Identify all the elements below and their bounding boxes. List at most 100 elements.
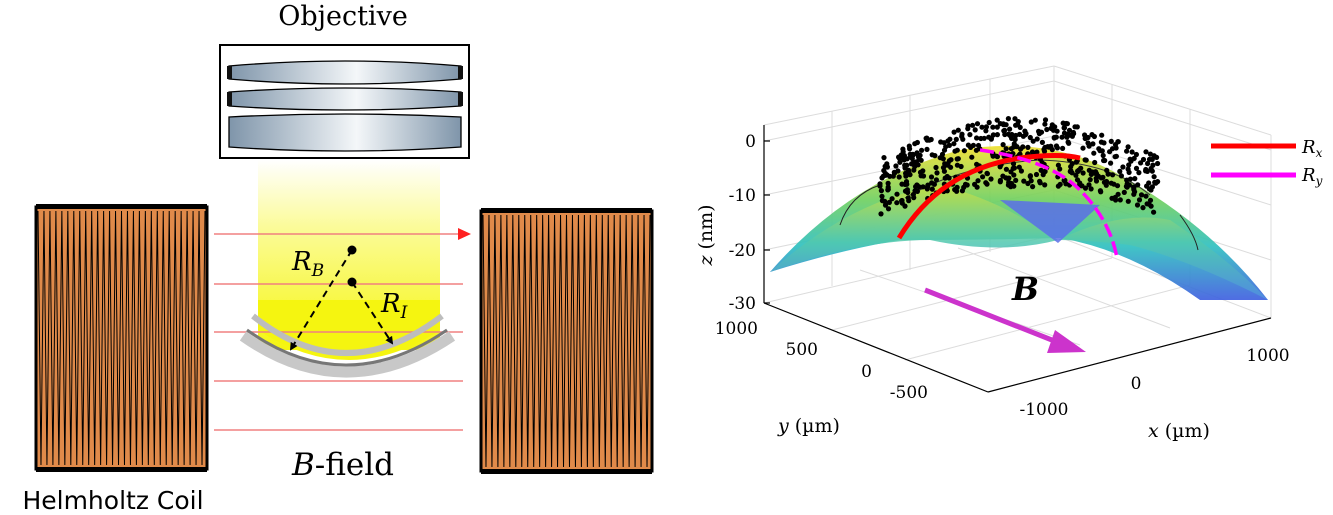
data-point: [1006, 179, 1012, 185]
data-point: [881, 167, 887, 174]
data-point: [911, 159, 917, 165]
data-point: [886, 199, 893, 205]
data-point: [897, 159, 903, 165]
b-direction-arrow: [924, 287, 1063, 347]
data-point: [1087, 177, 1093, 183]
data-point: [961, 148, 968, 154]
data-point: [894, 200, 900, 206]
data-point: [1008, 146, 1015, 152]
data-point: [1121, 189, 1127, 195]
data-point: [965, 126, 971, 132]
data-point: [970, 122, 976, 128]
data-point: [994, 117, 1000, 123]
data-point: [1020, 144, 1026, 150]
data-point: [938, 139, 944, 145]
data-point: [1028, 119, 1034, 125]
data-point: [1147, 197, 1154, 203]
data-point: [899, 198, 905, 204]
surface-front: [770, 185, 1268, 300]
data-point: [1123, 183, 1129, 189]
data-point: [1005, 116, 1012, 122]
data-point: [1090, 141, 1096, 147]
data-point: [1133, 165, 1140, 171]
data-point: [983, 180, 989, 186]
data-point: [902, 181, 908, 187]
data-point: [1027, 173, 1033, 180]
data-point: [1091, 150, 1097, 156]
data-point: [1041, 148, 1048, 154]
data-point: [986, 119, 992, 126]
data-point: [1042, 168, 1048, 175]
data-point: [1140, 156, 1147, 163]
data-point: [1025, 180, 1031, 187]
data-point: [898, 152, 904, 158]
data-point: [1138, 192, 1145, 198]
data-point: [1042, 182, 1048, 188]
data-point: [924, 146, 930, 152]
center-point-i: [347, 277, 357, 287]
data-point: [997, 121, 1004, 127]
field-arrow-head: [458, 228, 471, 240]
data-point: [1115, 191, 1121, 197]
data-point: [1030, 138, 1036, 144]
center-point-b: [347, 245, 357, 255]
data-point: [939, 151, 946, 157]
z-tick: -20: [729, 241, 756, 261]
data-point: [942, 161, 948, 167]
y-axis-ticks: 1000 500 0 -500: [715, 319, 928, 403]
data-point: [1009, 135, 1015, 141]
data-point: [1057, 166, 1063, 172]
b-field-label: B-field: [291, 447, 394, 483]
data-point: [1099, 132, 1105, 138]
data-point: [1039, 139, 1045, 145]
data-point: [1017, 124, 1023, 130]
data-point: [914, 188, 921, 194]
radius-arrows: [289, 249, 394, 351]
data-point: [1136, 197, 1143, 203]
data-point: [1132, 176, 1138, 182]
data-point: [882, 172, 889, 178]
data-point: [1003, 146, 1009, 152]
data-point: [881, 155, 887, 161]
data-point: [885, 187, 891, 193]
data-point: [953, 136, 959, 142]
b-field-symbol: B: [1011, 270, 1039, 308]
data-point: [1115, 139, 1121, 145]
data-point: [1100, 152, 1106, 159]
data-point: [943, 144, 949, 150]
data-point: [929, 180, 935, 186]
data-point: [1020, 133, 1026, 139]
data-point: [907, 146, 913, 152]
data-point: [928, 174, 935, 180]
data-point: [1013, 122, 1019, 128]
surface-contour: [839, 184, 881, 226]
radius-b-label: RB: [291, 247, 324, 281]
data-point: [954, 156, 960, 162]
data-point: [1125, 198, 1131, 204]
data-point: [1060, 145, 1066, 151]
data-point: [1076, 167, 1082, 173]
data-point: [994, 132, 1001, 138]
data-point: [1099, 148, 1105, 154]
data-point: [1080, 170, 1086, 176]
data-point: [1086, 182, 1092, 188]
helmholtz-coil-left: [34, 204, 209, 472]
x-tick: 1000: [1246, 346, 1289, 366]
data-point: [990, 124, 996, 130]
data-point: [974, 121, 981, 127]
data-point: [1063, 120, 1069, 127]
data-point: [1138, 160, 1144, 166]
rx-curve: [896, 153, 1081, 240]
data-point: [970, 142, 977, 148]
data-point: [924, 186, 930, 192]
data-point: [1042, 117, 1049, 123]
data-point: [979, 124, 985, 130]
data-point: [1005, 131, 1012, 137]
data-point: [940, 165, 947, 171]
data-point: [1143, 168, 1149, 174]
data-point: [933, 177, 940, 183]
y-tick: 1000: [715, 319, 758, 339]
data-point: [885, 206, 892, 212]
data-point: [948, 164, 954, 170]
